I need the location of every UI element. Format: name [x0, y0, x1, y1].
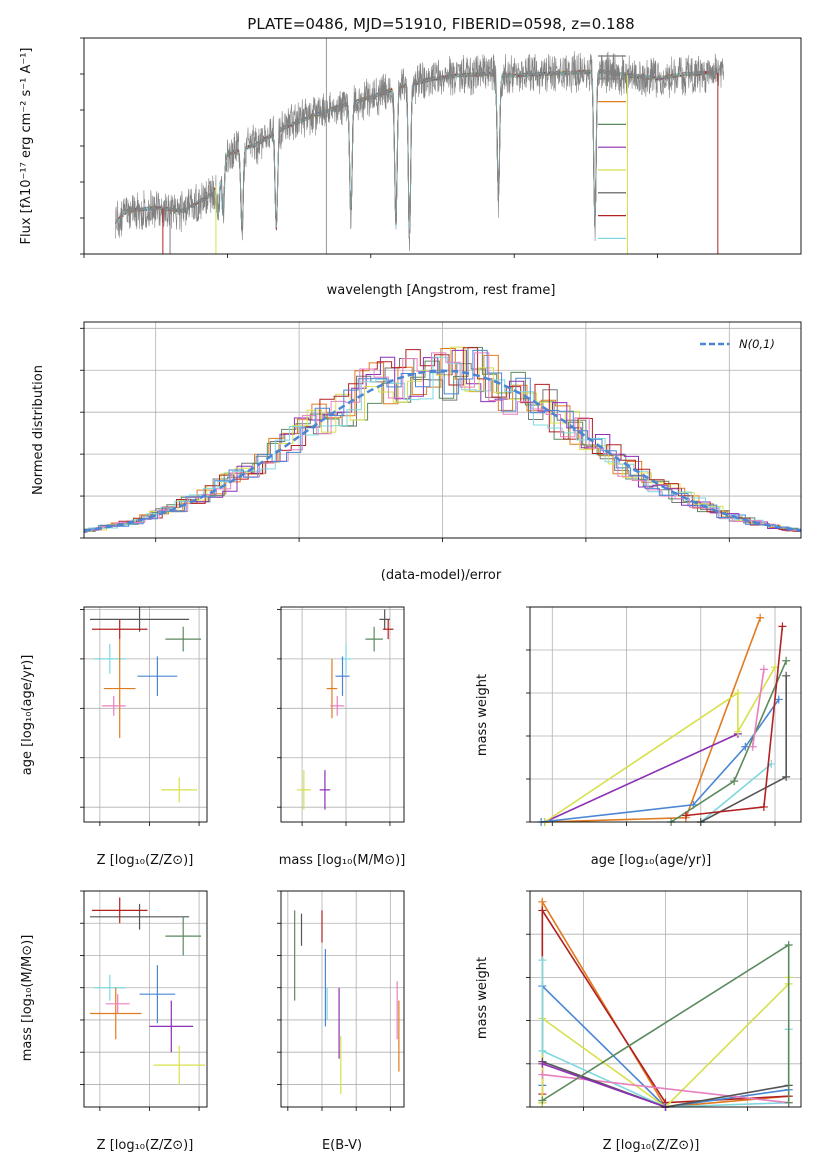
weight-vs-age-x-label: age [log₁₀(age/yr)] — [591, 853, 712, 868]
spectrum-x-label: wavelength [Angstrom, rest frame] — [327, 283, 556, 298]
age-vs-Z-x-label: Z [log₁₀(Z/Z⊙)] — [97, 853, 194, 868]
model-spectrum-line — [115, 68, 715, 234]
spectrum-title: PLATE=0486, MJD=51910, FIBERID=0598, z=0… — [247, 15, 634, 33]
weight-vs-age-point-marker — [730, 777, 739, 786]
residual-histogram-panel: (data-model)/error Normed distribution N… — [31, 337, 775, 583]
age-vs-Z-y-label: age [log₁₀(age/yr)] — [20, 655, 35, 776]
residual-legend: N(0,1) — [700, 337, 775, 351]
weight-vs-age-point-marker — [759, 665, 768, 674]
weight-vs-age-point-marker — [774, 695, 783, 704]
mass-vs-Z-frame — [83, 890, 208, 1108]
weight-vs-age-point-marker — [748, 742, 757, 751]
weight-vs-Z-point-marker — [538, 1070, 547, 1079]
weight-vs-Z-point-marker — [784, 941, 793, 949]
weight-vs-age-point-marker — [741, 742, 750, 751]
residual-marks — [84, 346, 801, 533]
chart-marks — [80, 37, 802, 1111]
weight-vs-age-series-line — [544, 666, 776, 823]
observed-spectrum-line — [115, 51, 724, 252]
weight-vs-age-point-marker — [782, 772, 791, 781]
weight-vs-age-series-line — [544, 617, 761, 823]
residual-x-label: (data-model)/error — [381, 568, 502, 583]
normal-legend-label: N(0,1) — [739, 337, 775, 351]
weight-vs-age-y-label: mass weight — [475, 674, 490, 756]
weight-vs-Z-point-marker — [784, 1098, 793, 1107]
weight-vs-Z-x-label: Z [log₁₀(Z/Z⊙)] — [603, 1138, 700, 1153]
weight-vs-age-series-line — [670, 660, 787, 823]
model-spectrum-line — [115, 69, 715, 234]
weight-vs-Z-point-marker — [538, 1059, 547, 1068]
model-spectrum-line — [115, 68, 715, 234]
normal-reference-curve — [84, 369, 801, 532]
model-spectrum-line — [115, 68, 715, 234]
weight-vs-age-point-marker — [756, 613, 765, 622]
weight-vs-age-point-marker — [733, 727, 742, 736]
weight-vs-age-point-marker — [782, 656, 791, 665]
model-spectrum-line — [115, 68, 715, 232]
weight-vs-age-series-line — [541, 699, 780, 823]
model-spectrum-line — [115, 69, 715, 232]
weight-vs-Z-series-line — [542, 1063, 666, 1108]
weight-vs-Z-point-marker — [538, 897, 547, 906]
weight-vs-age-point-marker — [782, 671, 791, 680]
mass-vs-ebv-points — [294, 910, 400, 1095]
age-vs-mass-frame — [280, 606, 405, 823]
weight-vs-age-series-line — [544, 733, 739, 823]
age-vs-Z-axes — [80, 607, 207, 826]
spectrum-axes — [80, 37, 658, 258]
weight-vs-age-axes — [526, 606, 801, 826]
weight-vs-Z-point-marker — [538, 956, 547, 965]
mass-vs-Z-points — [89, 897, 206, 1085]
age-vs-Z-frame — [83, 606, 208, 823]
weight-vs-Z-point-marker — [538, 906, 547, 915]
residual-histogram-step — [84, 346, 801, 532]
age-vs-Z-points — [89, 607, 202, 803]
weight-vs-age-point-marker — [681, 811, 690, 820]
weight-vs-Z-y-label: mass weight — [475, 957, 490, 1039]
age-vs-mass-axes — [277, 607, 404, 826]
spectrum-frame — [83, 37, 802, 255]
mass-vs-Z-x-label: Z [log₁₀(Z/Z⊙)] — [97, 1138, 194, 1153]
weight-vs-age-point-marker — [733, 689, 742, 697]
weight-vs-age-point-marker — [759, 802, 768, 811]
spectrum-panel: PLATE=0486, MJD=51910, FIBERID=0598, z=0… — [19, 15, 635, 298]
age-vs-mass-x-label: mass [log₁₀(M/M⊙)] — [279, 853, 406, 868]
weight-vs-age-point-marker — [778, 622, 787, 631]
weight-vs-Z-point-marker — [538, 1046, 547, 1055]
mass-vs-Z-axes — [80, 890, 207, 1111]
spectrum-lines — [115, 38, 724, 254]
spectrum-y-label: Flux [fλ10⁻¹⁷ erg cm⁻² s⁻¹ A⁻¹] — [19, 48, 34, 245]
weight-vs-age-frame — [529, 606, 802, 823]
mass-vs-ebv-x-label: E(B-V) — [322, 1138, 362, 1153]
mass-vs-Z-y-label: mass [log₁₀(M/M⊙)] — [20, 935, 35, 1062]
weight-vs-Z-series-line — [542, 1073, 789, 1104]
model-spectrum-line — [115, 69, 715, 233]
mass-vs-ebv-frame — [280, 890, 405, 1108]
residual-histogram-step — [84, 348, 801, 532]
weight-vs-Z-point-marker — [538, 1096, 547, 1105]
model-spectrum-line — [115, 69, 715, 234]
age-vs-mass-points — [296, 609, 394, 810]
weight-vs-age-series — [537, 613, 791, 826]
model-spectrum-line — [115, 68, 715, 234]
residual-frame — [83, 321, 802, 539]
residual-histogram-step — [84, 356, 801, 531]
weight-vs-Z-frame — [529, 890, 802, 1108]
residual-y-label: Normed distribution — [31, 365, 46, 495]
weight-vs-age-series-line — [751, 669, 765, 747]
